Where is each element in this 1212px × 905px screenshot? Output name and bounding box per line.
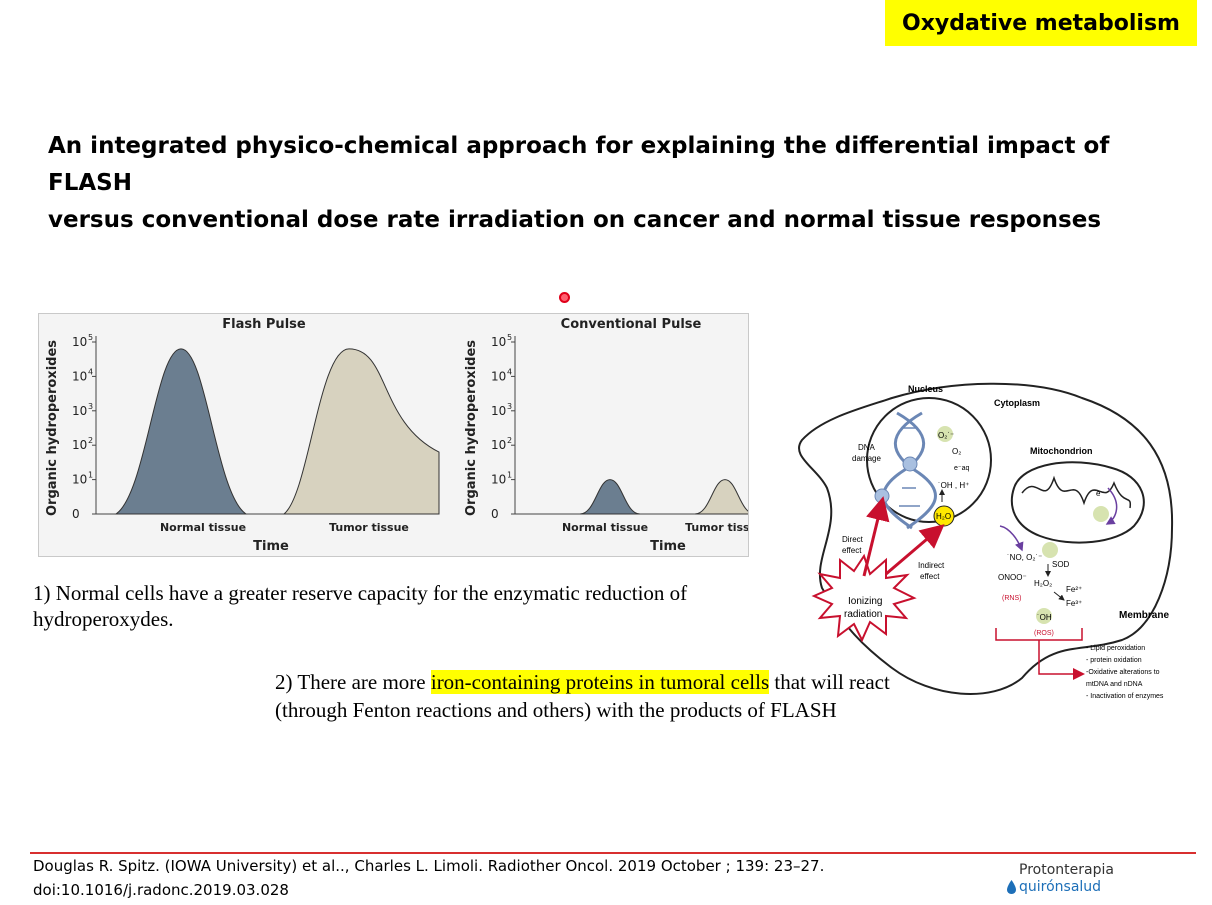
flash-peak-normal [114,348,248,515]
flash-xlabel: Time [253,539,289,554]
conventional-ytick-exponent: 5 [507,333,512,342]
effect-2: - protein oxidation [1086,657,1142,664]
fe2-label: Fe²⁺ [1066,585,1082,594]
flash-ytick-label: 10 [72,335,87,349]
conventional-ytick-label: 10 [491,335,506,349]
section-tag: Oxydative metabolism [885,0,1197,46]
fe3-label: Fe³⁺ [1066,599,1082,608]
protonterapia-logo: Protonterapia quirónsalud [1005,862,1155,898]
dna-damage-icon [902,456,918,472]
conventional-ytick-label: 0 [491,507,499,521]
flash-ytick-label: 0 [72,507,80,521]
conventional-ylabel: Organic hydroperoxides [464,340,479,516]
ionizing-label-1: Ionizing [848,596,882,607]
conventional-category-label: Normal tissue [562,521,648,534]
o2-label: O₂ [952,447,961,456]
direct-label-1: Direct [842,535,864,544]
flash-category-label: Tumor tissue [329,521,409,534]
note-2: 2) There are more iron-containing protei… [275,668,895,724]
conventional-xlabel: Time [650,539,686,554]
effect-4: mtDNA and nDNA [1086,681,1143,688]
flash-peak-tumor [282,348,440,515]
footer-divider [30,852,1196,854]
conventional-ytick-exponent: 3 [507,402,512,411]
oh-h-label: ˙OH , H⁺ [938,481,969,490]
eaq-label: e⁻aq [954,465,969,472]
hydroperoxide-charts: Flash Pulse Organic hydroperoxides 0 10 1 10 2… [38,313,749,557]
mitochondrion-cristae [1021,475,1132,509]
oh-label: ˙OH [1037,613,1052,622]
note-2-highlight: iron-containing proteins in tumoral cell… [430,670,770,694]
indirect-label-2: effect [920,572,940,581]
conventional-ytick-label: 10 [491,404,506,418]
conventional-ytick-label: 10 [491,473,506,487]
o2-radical-label: O₂˙⁻ [938,431,954,440]
nucleus-label: Nucleus [908,384,943,394]
flash-ytick-exponent: 4 [88,367,93,376]
reference-line-2: doi:10.1016/j.radonc.2019.03.028 [33,881,289,899]
flash-ytick-exponent: 3 [88,402,93,411]
flash-ytick-label: 10 [72,404,87,418]
conventional-ytick-label: 10 [491,438,506,452]
cell-diagram-svg: Nucleus Cytoplasm Mitochondrion Membrane… [798,382,1174,700]
logo-line-2: quirónsalud [1019,879,1102,895]
cell-diagram: Nucleus Cytoplasm Mitochondrion Membrane… [782,378,1182,708]
sod-label: SOD [1052,560,1070,569]
flash-ytick-exponent: 2 [88,436,93,445]
flash-ytick-exponent: 1 [88,471,93,480]
direct-label-2: effect [842,546,862,555]
electron-label: e⁻ [1096,489,1105,498]
cell-membrane [798,382,1174,695]
flash-ytick-label: 10 [72,438,87,452]
note-2-after: that will react (through Fenton reaction… [275,670,890,722]
conventional-ytick-exponent: 2 [507,436,512,445]
flash-chart-title: Flash Pulse [222,317,306,332]
cytoplasm-label: Cytoplasm [994,398,1040,408]
logo-drop-icon [1007,880,1016,894]
mitochondrion-outline [1010,461,1145,544]
conventional-ytick-label: 10 [491,369,506,383]
effect-3: -Oxidative alterations to [1086,669,1160,676]
mitochondrion-label: Mitochondrion [1030,446,1093,456]
conventional-ytick-exponent: 1 [507,471,512,480]
logo-line-1: Protonterapia [1019,862,1114,878]
slide-title: An integrated physico-chemical approach … [48,128,1188,239]
h2o-label: H₂O [936,512,951,521]
reference: Douglas R. Spitz. (IOWA University) et a… [33,854,824,902]
laser-pointer-icon [559,292,570,303]
nucleus-outline [866,397,992,523]
flash-ytick-label: 10 [72,473,87,487]
title-line-1: An integrated physico-chemical approach … [48,133,1110,196]
conventional-category-label: Tumor tissue [685,521,748,534]
conventional-ytick-exponent: 4 [507,367,512,376]
dna-damage-icon-2 [874,488,890,504]
note-1: 1) Normal cells have a greater reserve c… [33,581,688,631]
flash-category-label: Normal tissue [160,521,246,534]
title-line-2: versus conventional dose rate irradiatio… [48,207,1102,233]
flash-ylabel: Organic hydroperoxides [45,340,60,516]
reference-line-1: Douglas R. Spitz. (IOWA University) et a… [33,857,825,875]
ros-label: (ROS) [1034,630,1054,637]
conventional-peak-normal [579,479,641,515]
note-2-before: 2) There are more [275,670,431,694]
ionizing-radiation-burst [811,553,917,643]
conventional-chart-title: Conventional Pulse [561,317,702,332]
flash-ytick-exponent: 5 [88,333,93,342]
h2o2-label: H₂O₂ [1034,579,1052,588]
ionizing-label-2: radiation [844,609,882,620]
membrane-label: Membrane [1119,610,1169,621]
conventional-peak-tumor [694,479,748,515]
effect-5: - Inactivation of enzymes [1086,693,1164,700]
dna-helix [882,411,937,530]
dna-label-2: damage [852,454,881,463]
indirect-label-1: Indirect [918,561,945,570]
no-o2-label: ˙NO, O₂˙⁻ [1007,553,1042,562]
effect-1: - Lipid peroxidation [1086,645,1145,652]
flash-ytick-label: 10 [72,369,87,383]
rns-label: (RNS) [1002,595,1021,602]
dna-label-1: DNA [858,443,876,452]
onoo-label: ONOO⁻ [998,573,1027,582]
